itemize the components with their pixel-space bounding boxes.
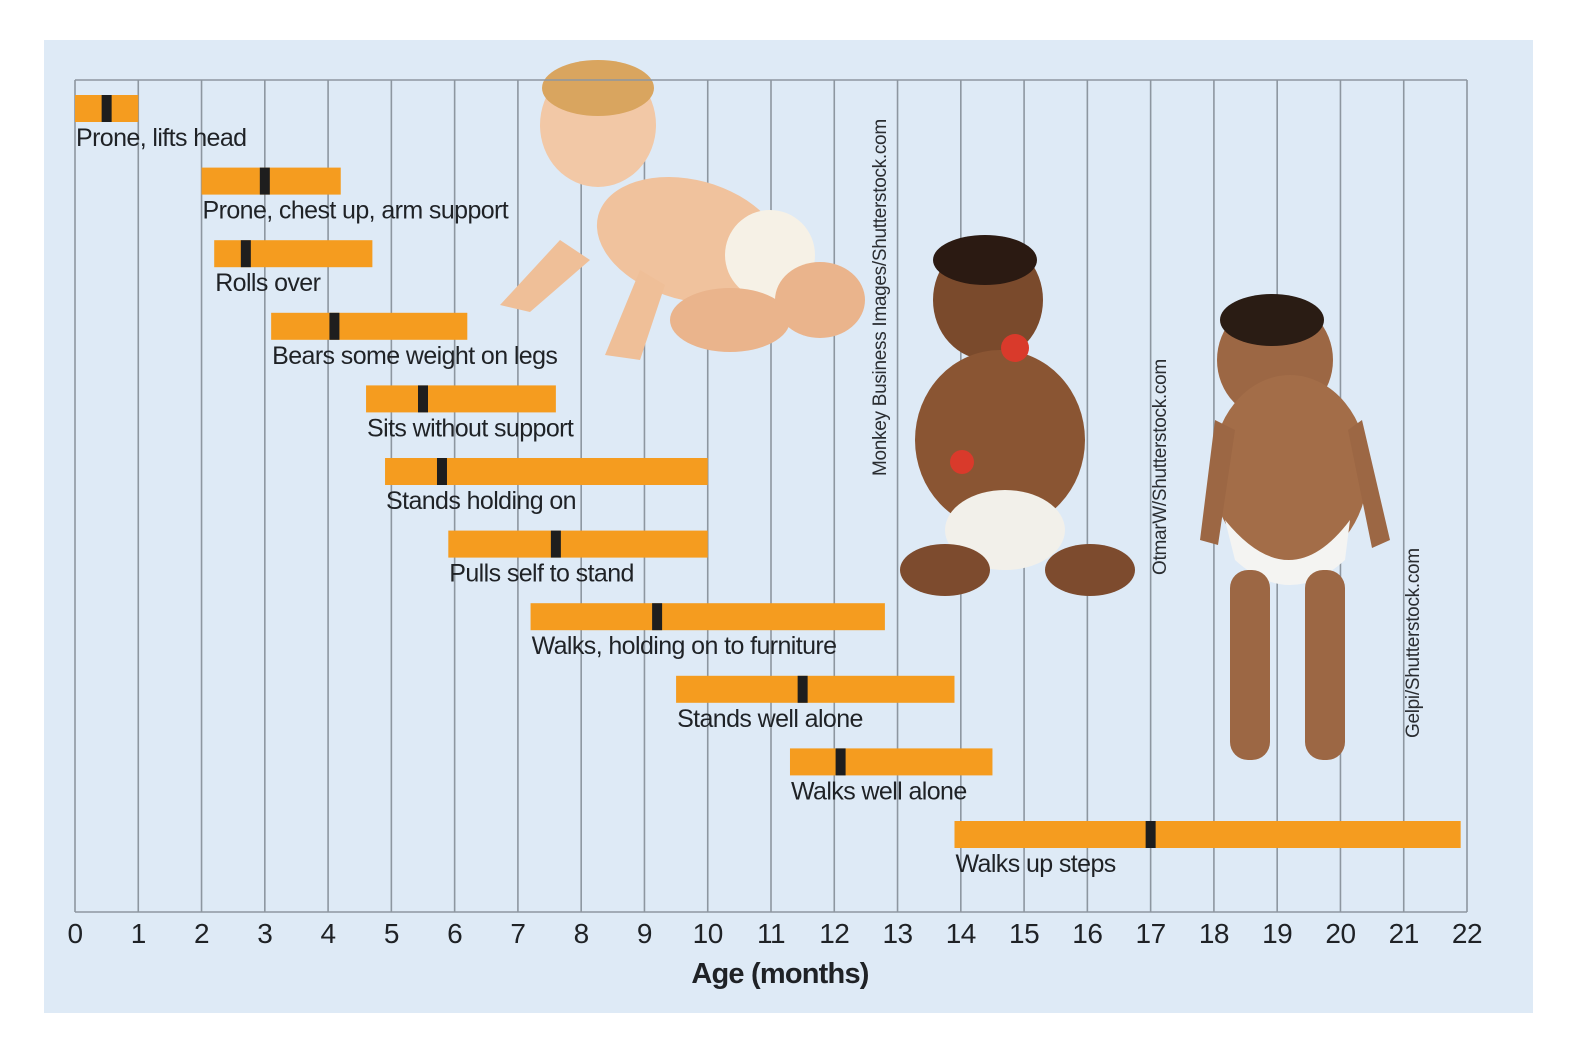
- bar-label: Bears some weight on legs: [272, 342, 557, 370]
- median-marker: [652, 603, 663, 631]
- x-tick-label: 12: [819, 918, 849, 949]
- plot-frame: [75, 79, 1467, 913]
- x-tick-label: 9: [637, 918, 652, 949]
- crawling-baby-photo: [500, 60, 865, 360]
- x-tick-label: 8: [574, 918, 589, 949]
- x-tick-label: 7: [510, 918, 525, 949]
- median-marker: [329, 312, 340, 340]
- x-tick-label: 5: [384, 918, 399, 949]
- median-marker: [550, 530, 561, 558]
- range-bar: [366, 385, 556, 413]
- x-tick-label: 6: [447, 918, 462, 949]
- bar-label: Rolls over: [215, 269, 320, 297]
- bar-label: Stands well alone: [677, 705, 863, 733]
- x-tick-label: 18: [1199, 918, 1229, 949]
- bar-label: Prone, chest up, arm support: [203, 197, 509, 225]
- photo-credit-3: Gelpi/Shutterstock.com: [1403, 548, 1424, 738]
- range-bar: [448, 530, 708, 558]
- bar-label: Sits without support: [367, 414, 574, 442]
- median-marker: [259, 167, 270, 195]
- x-tick-label: 17: [1136, 918, 1166, 949]
- standing-baby-photo: [1200, 294, 1390, 760]
- bars: [75, 95, 1461, 848]
- range-bar: [530, 603, 885, 631]
- range-bar: [385, 458, 708, 485]
- range-bar: [271, 312, 468, 340]
- bar-labels: Prone, lifts head Prone, chest up, arm su…: [76, 124, 1116, 878]
- median-marker: [1145, 821, 1156, 848]
- median-marker: [835, 748, 846, 776]
- x-tick-label: 10: [693, 918, 723, 949]
- x-tick-label: 19: [1262, 918, 1292, 949]
- bar-label: Stands holding on: [386, 487, 576, 515]
- median-marker: [418, 385, 428, 413]
- x-tick-label: 21: [1389, 918, 1419, 949]
- median-marker: [240, 240, 251, 268]
- x-tick-label: 11: [757, 918, 785, 949]
- sitting-baby-photo: [900, 235, 1135, 596]
- range-bar: [214, 240, 373, 268]
- range-bar: [201, 167, 341, 195]
- x-tick-label: 13: [882, 918, 912, 949]
- range-bar: [954, 821, 1461, 848]
- x-axis-ticks: 0 1 2 3 4 5 6 7 8 9 10 11 12 13 14 15 16 17 18 19 20 21 22: [67, 918, 1482, 949]
- x-tick-label: 15: [1009, 918, 1039, 949]
- median-marker: [436, 458, 447, 485]
- bar-label: Walks, holding on to furniture: [532, 632, 837, 660]
- range-bar: [676, 675, 955, 703]
- bar-label: Pulls self to stand: [449, 560, 634, 588]
- photo-credit-2: OtmarW/Shutterstock.com: [1150, 359, 1171, 575]
- x-tick-label: 20: [1325, 918, 1355, 949]
- median-marker: [101, 95, 112, 122]
- x-tick-label: 1: [131, 918, 146, 949]
- x-tick-label: 0: [67, 918, 82, 949]
- photo-credit-1: Monkey Business Images/Shutterstock.com: [870, 119, 891, 476]
- x-tick-label: 14: [946, 918, 976, 949]
- median-marker: [797, 675, 808, 703]
- x-tick-label: 16: [1072, 918, 1102, 949]
- bar-label: Walks well alone: [791, 777, 967, 805]
- range-bar: [789, 748, 993, 776]
- x-axis-title: Age (months): [691, 958, 868, 990]
- x-tick-label: 2: [194, 918, 209, 949]
- x-tick-label: 4: [321, 918, 336, 949]
- x-tick-label: 3: [257, 918, 272, 949]
- bar-label: Prone, lifts head: [76, 124, 246, 152]
- x-tick-label: 22: [1452, 918, 1482, 949]
- bar-label: Walks up steps: [955, 850, 1115, 878]
